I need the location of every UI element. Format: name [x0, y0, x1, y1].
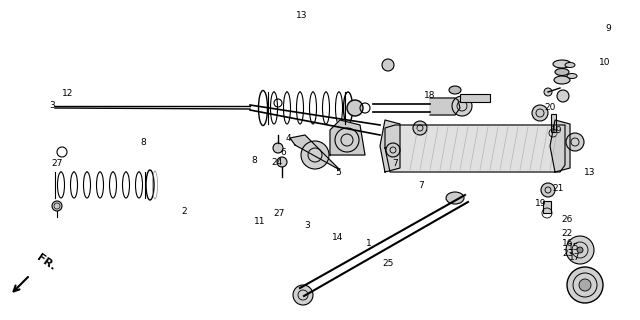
Polygon shape	[430, 98, 460, 115]
Circle shape	[541, 183, 555, 197]
Text: 26: 26	[561, 215, 573, 225]
Text: 17: 17	[569, 252, 580, 261]
Circle shape	[579, 279, 591, 291]
Text: 10: 10	[599, 58, 611, 67]
Circle shape	[566, 236, 594, 264]
Bar	[460, 94, 490, 102]
Bar	[551, 114, 556, 132]
Polygon shape	[330, 120, 365, 155]
Text: 18: 18	[424, 91, 436, 100]
Ellipse shape	[555, 68, 569, 76]
Text: 13: 13	[584, 167, 596, 177]
Text: 2: 2	[181, 207, 187, 217]
Circle shape	[301, 141, 329, 169]
Circle shape	[577, 247, 583, 253]
Text: 16: 16	[563, 239, 573, 249]
Text: 14: 14	[332, 234, 344, 243]
Text: 20: 20	[544, 102, 556, 111]
Circle shape	[273, 143, 283, 153]
Text: 6: 6	[280, 148, 286, 156]
Circle shape	[532, 105, 548, 121]
Text: 7: 7	[418, 180, 424, 189]
Circle shape	[557, 90, 569, 102]
Circle shape	[335, 128, 359, 152]
Text: 8: 8	[251, 156, 257, 164]
Polygon shape	[385, 125, 565, 172]
Text: FR.: FR.	[35, 252, 58, 272]
Polygon shape	[268, 92, 345, 124]
Polygon shape	[55, 172, 145, 198]
Ellipse shape	[449, 86, 461, 94]
Text: 21: 21	[552, 183, 564, 193]
Text: 19: 19	[551, 125, 563, 134]
Ellipse shape	[446, 192, 464, 204]
Ellipse shape	[554, 76, 570, 84]
Circle shape	[567, 267, 603, 303]
Polygon shape	[550, 120, 570, 172]
Circle shape	[277, 157, 287, 167]
Text: 22: 22	[561, 228, 573, 237]
Ellipse shape	[565, 62, 575, 68]
Text: 27: 27	[273, 209, 285, 218]
Text: 24: 24	[271, 157, 283, 166]
Circle shape	[52, 201, 62, 211]
Text: 12: 12	[62, 89, 74, 98]
Text: 15: 15	[568, 244, 580, 252]
Circle shape	[347, 100, 363, 116]
Circle shape	[413, 121, 427, 135]
Text: 5: 5	[335, 167, 341, 177]
Text: 1: 1	[366, 239, 372, 249]
Text: 13: 13	[296, 11, 308, 20]
Ellipse shape	[567, 74, 577, 78]
Circle shape	[293, 285, 313, 305]
Ellipse shape	[553, 60, 571, 68]
Bar	[543, 201, 551, 213]
Text: 7: 7	[392, 158, 398, 167]
Text: 25: 25	[382, 259, 394, 268]
Text: 3: 3	[49, 100, 55, 109]
Polygon shape	[290, 135, 340, 170]
Circle shape	[452, 96, 472, 116]
Text: 3: 3	[304, 220, 310, 229]
Text: 27: 27	[51, 158, 63, 167]
Text: 19: 19	[535, 198, 547, 207]
Text: 11: 11	[254, 218, 266, 227]
Circle shape	[382, 59, 394, 71]
Text: 23: 23	[563, 249, 573, 258]
Circle shape	[566, 133, 584, 151]
Text: 8: 8	[140, 138, 146, 147]
Circle shape	[544, 88, 552, 96]
Text: 4: 4	[285, 133, 291, 142]
Circle shape	[386, 143, 400, 157]
Text: 9: 9	[605, 23, 611, 33]
Polygon shape	[380, 120, 400, 172]
